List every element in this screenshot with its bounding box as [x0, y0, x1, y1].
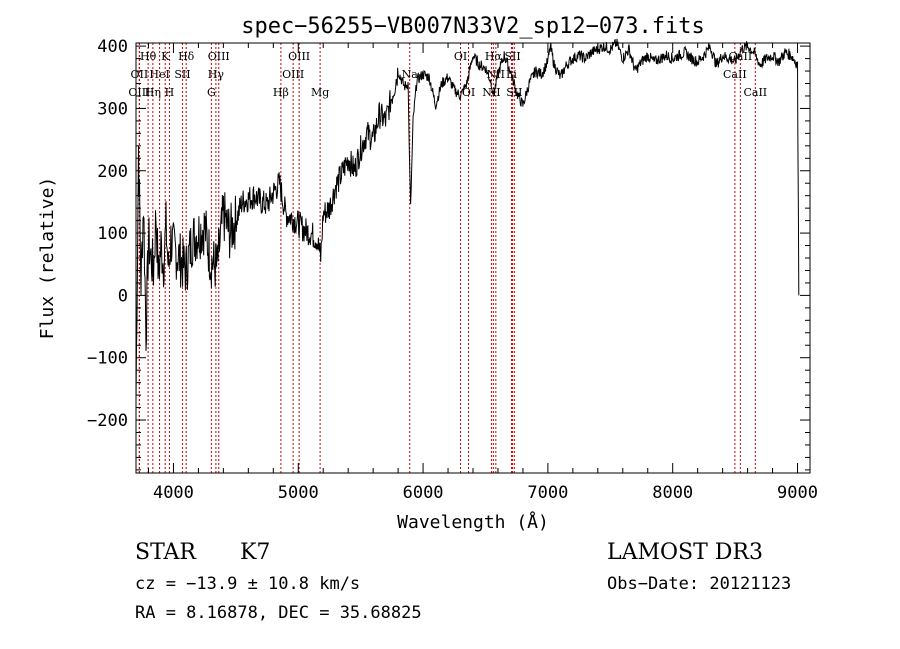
redshift-cz: cz = −13.9 ± 10.8 km/s [135, 574, 361, 594]
y-tick-label: 100 [97, 224, 128, 244]
observation-date: Obs−Date: 20121123 [607, 574, 792, 594]
marker-label: Hβ [273, 86, 289, 99]
marker-label: G [207, 86, 216, 99]
marker-label: CaII [743, 86, 767, 99]
y-axis-label: Flux (relative) [37, 177, 58, 340]
marker-label: Hθ [140, 50, 157, 63]
marker-label: Mg [311, 86, 329, 99]
coordinates: RA = 8.16878, DEC = 35.68825 [135, 603, 422, 623]
spectrum-series [135, 38, 800, 402]
y-tick-label: 300 [97, 99, 128, 119]
y-tick-label: 400 [97, 37, 128, 57]
marker-label: SII [504, 50, 520, 63]
marker-label: Hδ [178, 50, 195, 63]
spectrum-line [135, 38, 800, 402]
marker-label: OI [454, 50, 467, 63]
object-type: STAR [135, 540, 196, 565]
marker-label: Li [506, 68, 517, 81]
marker-label: OII [131, 68, 149, 81]
emission-line-markers [138, 43, 756, 473]
spectral-subclass: K7 [240, 540, 271, 565]
marker-label: CaII [723, 68, 747, 81]
y-tick-label: 0 [118, 286, 128, 306]
x-tick-label: 5000 [278, 483, 319, 503]
x-tick-label: 4000 [153, 483, 194, 503]
axes: 4000 5000 6000 7000 8000 9000 −200 −100 0 100 200 3… [87, 37, 818, 503]
chart-title: spec−56255−VB007N33V2_sp12−073.fits [241, 14, 705, 39]
marker-label: NII [487, 68, 505, 81]
y-tick-label: 200 [97, 162, 128, 182]
marker-label: SII [174, 68, 190, 81]
y-tick-label: −100 [87, 349, 128, 369]
x-tick-label: 8000 [652, 483, 693, 503]
marker-label: H [165, 86, 175, 99]
marker-label: Hγ [208, 68, 225, 81]
marker-label: Hα [485, 50, 503, 63]
marker-label: SII [506, 86, 522, 99]
marker-label: HeI [149, 68, 169, 81]
x-tick-label: 9000 [777, 483, 818, 503]
survey-name: LAMOST DR3 [607, 540, 763, 565]
marker-label: OIII [128, 86, 150, 99]
plot-frame [135, 42, 811, 474]
marker-label: CaII [729, 50, 753, 63]
marker-label: Na [402, 68, 419, 81]
x-tick-label: 6000 [403, 483, 444, 503]
marker-label: Hη [145, 86, 161, 99]
marker-label: OI [462, 86, 475, 99]
marker-label: OIII [288, 50, 310, 63]
x-axis-label: Wavelength (Å) [397, 511, 549, 533]
x-tick-label: 7000 [527, 483, 568, 503]
marker-label: NII [482, 86, 500, 99]
marker-label: K [161, 50, 170, 63]
marker-label: OIII [282, 68, 304, 81]
marker-label: OIII [208, 50, 230, 63]
y-tick-label: −200 [87, 411, 128, 431]
